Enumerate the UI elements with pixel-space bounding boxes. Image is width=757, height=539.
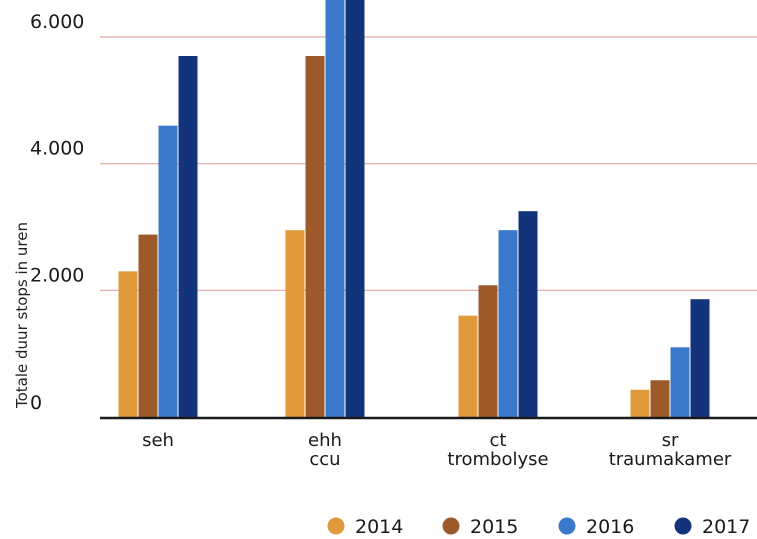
bar-2015 [138, 234, 158, 417]
y-tick-label: 2.000 [30, 264, 84, 286]
bar-2016 [325, 0, 345, 417]
bar-2016 [158, 125, 178, 418]
bars [118, 0, 710, 418]
legend-label: 2014 [355, 516, 403, 538]
y-axis-label: Totale duur stops in uren [13, 222, 31, 409]
bar-2014 [458, 315, 478, 417]
x-tick-label: ehh [308, 430, 342, 451]
bar-2015 [305, 56, 325, 417]
legend-marker-2016 [558, 517, 576, 535]
x-tick-label: sr [662, 430, 679, 451]
legend-label: 2017 [702, 516, 750, 538]
bar-2015 [478, 285, 498, 417]
bar-2015 [650, 380, 670, 417]
legend-label: 2016 [586, 516, 634, 538]
x-tick-label: traumakamer [609, 449, 732, 470]
bar-2017 [690, 299, 710, 417]
bar-2016 [498, 230, 518, 417]
legend: 2014 2015 2016 2017 [327, 516, 750, 538]
legend-label: 2015 [470, 516, 518, 538]
bar-2016 [670, 347, 690, 417]
bar-2014 [630, 389, 650, 417]
legend-marker-2015 [442, 517, 460, 535]
bar-2014 [118, 271, 138, 417]
x-tick-label: trombolyse [447, 449, 548, 470]
gridlines [100, 36, 757, 291]
y-tick-label: 4.000 [30, 138, 84, 160]
bar-2014 [285, 230, 305, 417]
x-tick-label: ct [490, 430, 507, 451]
y-tick-label: 0 [30, 392, 42, 414]
y-tick-label: 6.000 [30, 11, 84, 33]
bar-2017 [178, 56, 198, 417]
x-tick-label: ccu [309, 449, 340, 470]
bar-2017 [518, 211, 538, 417]
legend-marker-2017 [674, 517, 692, 535]
x-tick-label: seh [142, 430, 174, 451]
legend-marker-2014 [327, 517, 345, 535]
bar-2017 [345, 0, 365, 417]
